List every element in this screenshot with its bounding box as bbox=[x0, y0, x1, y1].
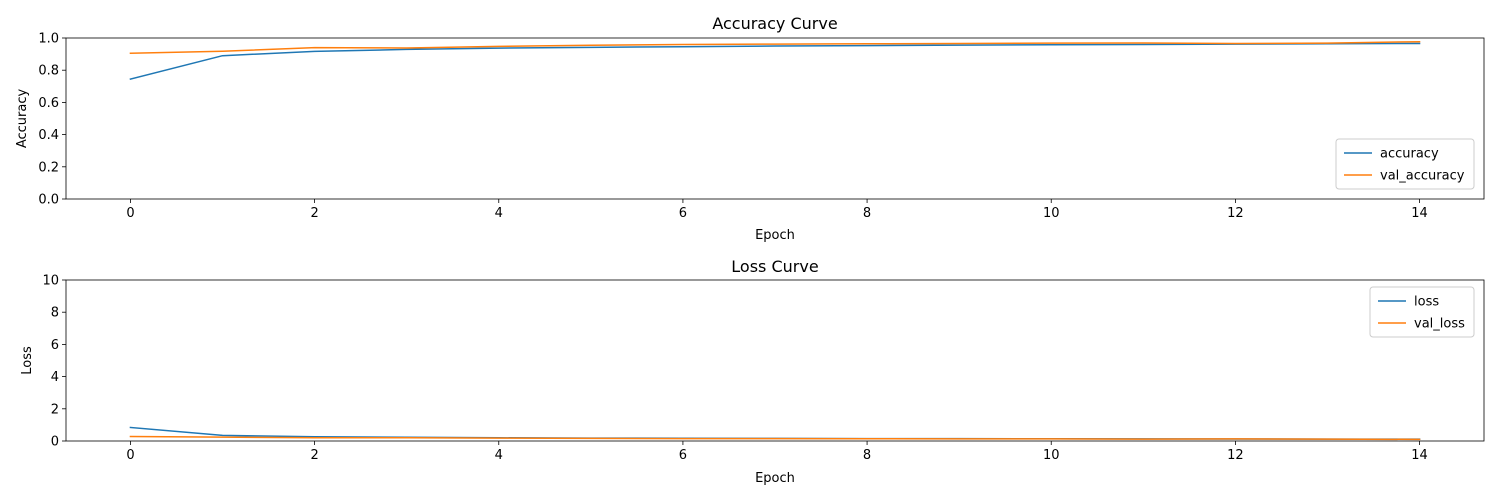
y-tick-label: 0.0 bbox=[38, 193, 59, 208]
y-tick-label: 2 bbox=[51, 402, 59, 417]
y-axis-label: Loss bbox=[20, 346, 35, 375]
legend: loss val_loss bbox=[1369, 286, 1475, 338]
x-tick-label: 10 bbox=[1043, 448, 1060, 463]
plot-frame bbox=[65, 37, 1485, 200]
y-axis-label: Accuracy bbox=[15, 89, 30, 149]
x-axis-label: Epoch bbox=[755, 228, 795, 243]
y-tick-label: 0 bbox=[51, 435, 59, 450]
legend: accuracy val_accuracy bbox=[1335, 138, 1475, 190]
x-tick-label: 6 bbox=[679, 448, 687, 463]
series-line-val_loss bbox=[129, 435, 1421, 441]
y-tick-label: 0.6 bbox=[38, 96, 59, 111]
legend-label-accuracy: accuracy bbox=[1380, 147, 1439, 162]
series-line-accuracy bbox=[129, 42, 1421, 80]
x-tick-label: 12 bbox=[1227, 448, 1244, 463]
x-axis-label: Epoch bbox=[755, 471, 795, 486]
x-tick-label: 8 bbox=[863, 206, 871, 221]
y-tick-label: 10 bbox=[42, 274, 59, 289]
legend-label-val_loss: val_loss bbox=[1414, 317, 1465, 332]
chart-title: Loss Curve bbox=[731, 257, 818, 276]
y-tick-label: 0.8 bbox=[38, 64, 59, 79]
plot-frame bbox=[65, 279, 1485, 442]
legend-box bbox=[1335, 138, 1475, 190]
x-tick-label: 2 bbox=[310, 448, 318, 463]
y-tick-label: 0.2 bbox=[38, 160, 59, 175]
y-tick-label: 0.4 bbox=[38, 128, 59, 143]
series-line-val_accuracy bbox=[129, 40, 1421, 55]
legend-box bbox=[1369, 286, 1475, 338]
x-tick-label: 4 bbox=[495, 206, 503, 221]
x-tick-label: 12 bbox=[1227, 206, 1244, 221]
y-tick-label: 6 bbox=[51, 338, 59, 353]
y-tick-label: 8 bbox=[51, 306, 59, 321]
accuracy-chart: Accuracy Curve 0 2 4 6 8 10 12 14 0.0 0.2 0.4 0.6 0.8… bbox=[15, 14, 1485, 243]
y-tick-label: 4 bbox=[51, 370, 59, 385]
x-tick-label: 6 bbox=[679, 206, 687, 221]
x-tick-label: 14 bbox=[1411, 206, 1428, 221]
x-tick-label: 14 bbox=[1411, 448, 1428, 463]
x-tick-label: 2 bbox=[310, 206, 318, 221]
y-tick-label: 1.0 bbox=[38, 32, 59, 47]
x-tick-label: 8 bbox=[863, 448, 871, 463]
loss-chart: Loss Curve 0 2 4 6 8 10 12 14 0 2 4 6 8 10 Epoch Loss los… bbox=[20, 257, 1485, 486]
x-tick-label: 0 bbox=[126, 206, 134, 221]
x-tick-label: 4 bbox=[495, 448, 503, 463]
legend-label-val_accuracy: val_accuracy bbox=[1380, 169, 1465, 184]
x-tick-label: 10 bbox=[1043, 206, 1060, 221]
x-tick-label: 0 bbox=[126, 448, 134, 463]
legend-label-loss: loss bbox=[1414, 295, 1439, 310]
chart-title: Accuracy Curve bbox=[712, 14, 837, 33]
